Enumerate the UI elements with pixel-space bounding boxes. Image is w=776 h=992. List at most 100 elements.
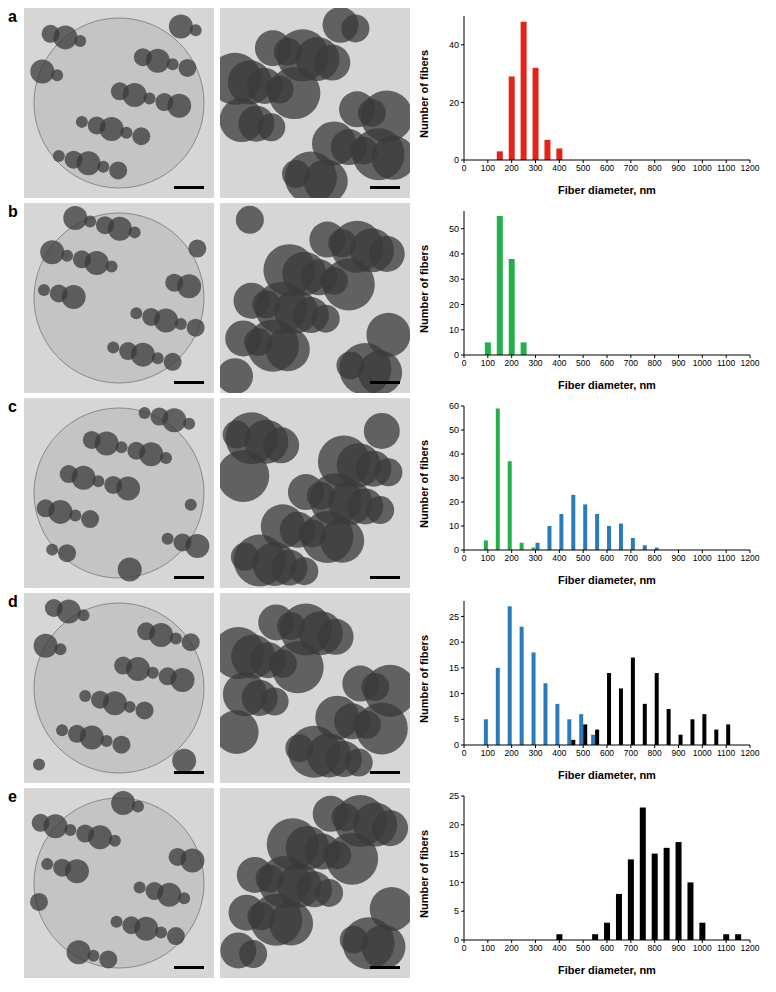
svg-text:1000: 1000 (693, 943, 712, 953)
svg-text:600: 600 (600, 553, 614, 563)
svg-text:1200: 1200 (741, 163, 760, 173)
svg-text:40: 40 (449, 449, 459, 459)
svg-text:Fiber diameter, nm: Fiber diameter, nm (558, 769, 656, 781)
svg-text:300: 300 (528, 358, 542, 368)
svg-text:0: 0 (454, 740, 459, 750)
svg-text:20: 20 (449, 300, 459, 310)
svg-text:100: 100 (481, 943, 495, 953)
svg-text:0: 0 (462, 748, 467, 758)
svg-text:Number of fibers: Number of fibers (418, 830, 430, 918)
svg-text:Number of fibers: Number of fibers (418, 635, 430, 723)
svg-text:1200: 1200 (741, 748, 760, 758)
svg-text:100: 100 (481, 163, 495, 173)
svg-text:40: 40 (449, 40, 459, 50)
svg-text:30: 30 (449, 274, 459, 284)
svg-text:Fiber diameter, nm: Fiber diameter, nm (558, 964, 656, 976)
svg-text:600: 600 (600, 163, 614, 173)
svg-text:100: 100 (481, 358, 495, 368)
svg-text:0: 0 (454, 155, 459, 165)
svg-text:800: 800 (648, 943, 662, 953)
svg-text:0: 0 (462, 943, 467, 953)
svg-text:600: 600 (600, 748, 614, 758)
svg-text:20: 20 (449, 820, 459, 830)
svg-text:900: 900 (671, 163, 685, 173)
svg-text:20: 20 (449, 497, 459, 507)
svg-text:500: 500 (576, 943, 590, 953)
svg-text:1100: 1100 (717, 358, 736, 368)
svg-text:800: 800 (648, 358, 662, 368)
svg-text:300: 300 (528, 553, 542, 563)
svg-text:700: 700 (624, 748, 638, 758)
svg-text:600: 600 (600, 358, 614, 368)
svg-text:1100: 1100 (717, 553, 736, 563)
svg-text:700: 700 (624, 553, 638, 563)
svg-text:100: 100 (481, 553, 495, 563)
svg-text:20: 20 (449, 637, 459, 647)
svg-text:400: 400 (552, 943, 566, 953)
svg-text:Fiber diameter, nm: Fiber diameter, nm (558, 574, 656, 586)
svg-text:1200: 1200 (741, 553, 760, 563)
svg-text:200: 200 (505, 553, 519, 563)
svg-text:400: 400 (552, 748, 566, 758)
svg-text:1100: 1100 (717, 163, 736, 173)
svg-text:15: 15 (449, 663, 459, 673)
svg-text:600: 600 (600, 943, 614, 953)
svg-text:1200: 1200 (741, 358, 760, 368)
svg-text:0: 0 (454, 350, 459, 360)
svg-text:300: 300 (528, 748, 542, 758)
svg-text:400: 400 (552, 553, 566, 563)
svg-text:200: 200 (505, 943, 519, 953)
svg-text:200: 200 (505, 163, 519, 173)
svg-text:15: 15 (449, 849, 459, 859)
svg-text:5: 5 (454, 714, 459, 724)
svg-text:50: 50 (449, 224, 459, 234)
svg-text:Number of fibers: Number of fibers (418, 440, 430, 528)
svg-text:800: 800 (648, 163, 662, 173)
svg-text:30: 30 (449, 473, 459, 483)
svg-text:0: 0 (454, 545, 459, 555)
svg-text:500: 500 (576, 553, 590, 563)
svg-text:500: 500 (576, 358, 590, 368)
svg-text:20: 20 (449, 98, 459, 108)
svg-text:10: 10 (449, 325, 459, 335)
svg-text:10: 10 (449, 689, 459, 699)
svg-text:900: 900 (671, 553, 685, 563)
svg-text:900: 900 (671, 358, 685, 368)
svg-text:300: 300 (528, 943, 542, 953)
svg-text:1200: 1200 (741, 943, 760, 953)
svg-text:700: 700 (624, 163, 638, 173)
svg-text:0: 0 (462, 553, 467, 563)
svg-text:200: 200 (505, 748, 519, 758)
svg-text:Fiber diameter, nm: Fiber diameter, nm (558, 379, 656, 391)
svg-text:5: 5 (454, 906, 459, 916)
svg-text:0: 0 (462, 163, 467, 173)
svg-text:25: 25 (449, 612, 459, 622)
svg-text:0: 0 (462, 358, 467, 368)
svg-text:40: 40 (449, 249, 459, 259)
svg-text:1100: 1100 (717, 943, 736, 953)
svg-text:0: 0 (454, 935, 459, 945)
svg-text:900: 900 (671, 943, 685, 953)
svg-text:900: 900 (671, 748, 685, 758)
svg-text:700: 700 (624, 358, 638, 368)
svg-text:500: 500 (576, 163, 590, 173)
svg-text:1000: 1000 (693, 553, 712, 563)
svg-text:60: 60 (449, 401, 459, 411)
svg-text:400: 400 (552, 163, 566, 173)
svg-text:100: 100 (481, 748, 495, 758)
svg-text:1000: 1000 (693, 748, 712, 758)
svg-text:Number of fibers: Number of fibers (418, 245, 430, 333)
svg-text:400: 400 (552, 358, 566, 368)
svg-text:Number of fibers: Number of fibers (418, 50, 430, 138)
svg-text:10: 10 (449, 878, 459, 888)
svg-text:1000: 1000 (693, 358, 712, 368)
svg-text:800: 800 (648, 748, 662, 758)
svg-text:500: 500 (576, 748, 590, 758)
svg-text:10: 10 (449, 521, 459, 531)
svg-text:1100: 1100 (717, 748, 736, 758)
svg-text:700: 700 (624, 943, 638, 953)
svg-text:50: 50 (449, 425, 459, 435)
svg-text:300: 300 (528, 163, 542, 173)
svg-text:25: 25 (449, 791, 459, 801)
svg-text:1000: 1000 (693, 163, 712, 173)
